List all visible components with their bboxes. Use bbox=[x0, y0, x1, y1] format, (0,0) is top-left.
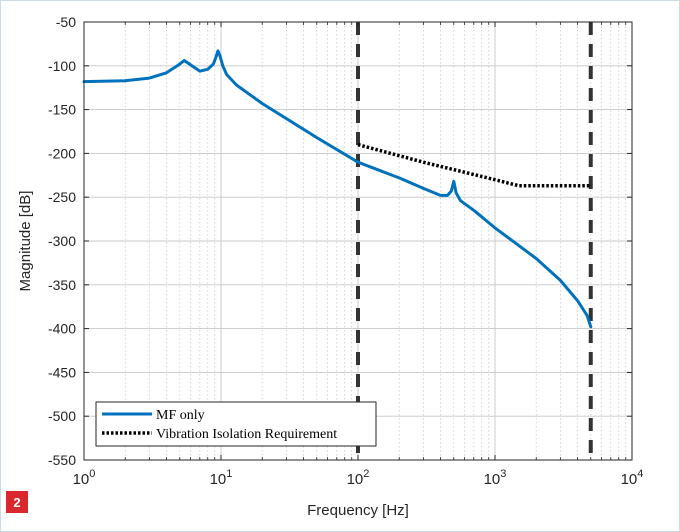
series-line bbox=[82, 49, 593, 329]
x-tick-label: 104 bbox=[621, 468, 644, 488]
y-tick-label: -150 bbox=[48, 102, 76, 118]
legend-label: MF only bbox=[156, 408, 205, 423]
y-tick-label: -300 bbox=[48, 233, 76, 249]
vertical-markers bbox=[356, 22, 593, 460]
figure-number-badge: 2 bbox=[6, 491, 28, 513]
tick-marks bbox=[83, 21, 633, 461]
y-tick-label: -550 bbox=[48, 452, 76, 468]
y-axis-label: Magnitude [dB] bbox=[17, 191, 34, 292]
series-layer bbox=[82, 49, 593, 329]
y-tick-label: -50 bbox=[56, 14, 76, 30]
y-tick-labels: -50 -100 -150 -200 -250 -300 -350 -400 -450 -500 -… bbox=[48, 14, 76, 468]
y-tick-label: -200 bbox=[48, 145, 76, 161]
x-axis-label: Frequency [Hz] bbox=[307, 502, 409, 519]
grid bbox=[83, 21, 633, 461]
legend-label: Vibration Isolation Requirement bbox=[156, 427, 337, 442]
legend: MF only Vibration Isolation Requirement bbox=[95, 401, 377, 447]
y-tick-label: -250 bbox=[48, 189, 76, 205]
y-tick-label: -450 bbox=[48, 364, 76, 380]
x-tick-labels: 100 101 102 103 104 bbox=[73, 468, 644, 488]
y-tick-label: -100 bbox=[48, 58, 76, 74]
y-tick-label: -350 bbox=[48, 277, 76, 293]
series-line bbox=[357, 142, 591, 188]
x-tick-label: 103 bbox=[484, 468, 507, 488]
y-tick-label: -400 bbox=[48, 321, 76, 337]
x-tick-label: 101 bbox=[210, 468, 233, 488]
y-tick-label: -500 bbox=[48, 408, 76, 424]
x-tick-label: 102 bbox=[347, 468, 370, 488]
x-tick-label: 100 bbox=[73, 468, 96, 488]
legend-box bbox=[95, 401, 377, 447]
